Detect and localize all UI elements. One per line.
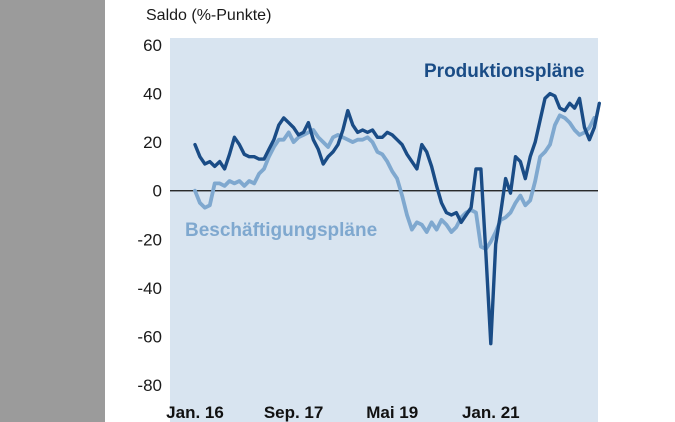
y-axis-label: Saldo (%-Punkte) xyxy=(146,7,271,24)
series-lines xyxy=(193,91,601,346)
series-label-beschaeftigungsplaene: Beschäftigungspläne xyxy=(185,220,377,241)
x-tick-label: Mai 19 xyxy=(366,403,418,422)
y-tick-label: 60 xyxy=(143,36,162,55)
y-tick-label: -60 xyxy=(137,327,162,346)
x-axis: Jan. 16 Sep. 17 Mai 19 Jan. 21 xyxy=(166,403,519,422)
x-tick-label: Sep. 17 xyxy=(264,403,324,422)
y-axis: 60 40 20 0 -20 -40 -60 -80 xyxy=(137,36,162,395)
y-tick-label: -80 xyxy=(137,376,162,395)
y-tick-label: 20 xyxy=(143,133,162,152)
y-tick-label: 0 xyxy=(153,182,162,201)
y-tick-label: -20 xyxy=(137,230,162,249)
series-line-employment xyxy=(193,113,597,251)
series-label-produktionsplaene: Produktionspläne xyxy=(424,61,584,82)
y-tick-label: -40 xyxy=(137,279,162,298)
series-line-production xyxy=(193,91,601,346)
plot-area xyxy=(170,38,598,422)
x-tick-label: Jan. 21 xyxy=(462,403,520,422)
side-panel xyxy=(0,0,105,422)
x-tick-label: Jan. 16 xyxy=(166,403,224,422)
y-tick-label: 40 xyxy=(143,85,162,104)
